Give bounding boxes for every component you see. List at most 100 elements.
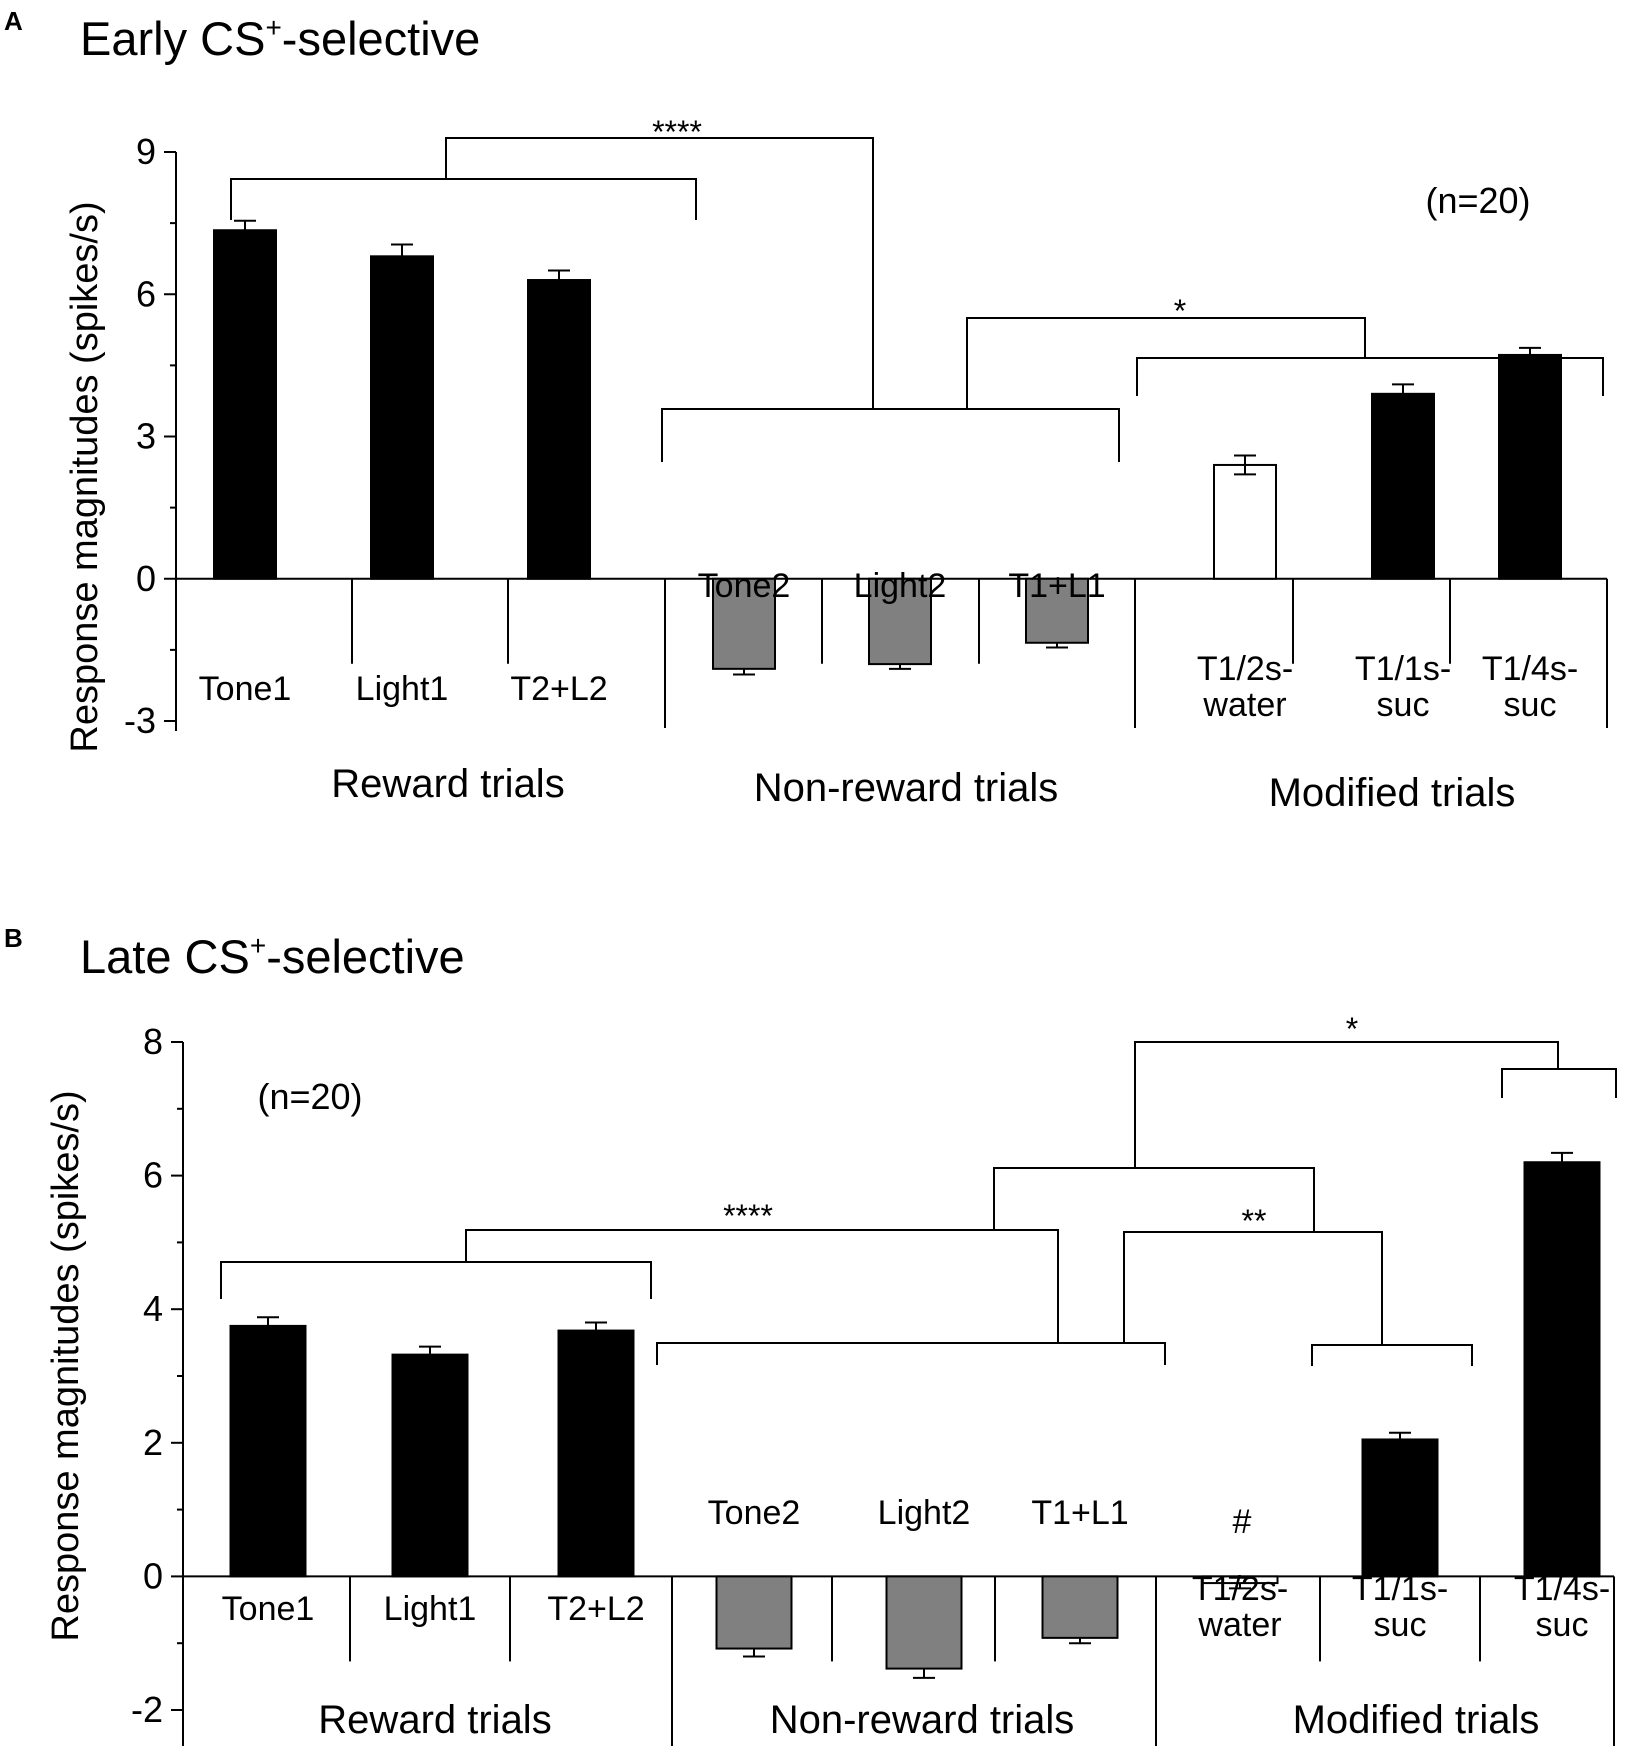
category-label-line: suc [1377, 686, 1430, 724]
panel-b-annotation-2star: ** [1242, 1203, 1267, 1239]
panel-b-group-nonreward: Non-reward trials [770, 1698, 1075, 1742]
bracket-a-top [445, 137, 874, 409]
panel-b-annotation-1star: * [1346, 1011, 1358, 1047]
category-label-t2-l2: T2+L2 [547, 1590, 644, 1628]
category-label-line: T1/1s- [1352, 1570, 1448, 1608]
category-label-line: Light1 [356, 670, 449, 708]
panel-b-annotation-hash: # [1233, 1503, 1252, 1541]
category-label-line: T2+L2 [547, 1590, 644, 1628]
category-label-t1-2s-water: T1/2s-water [1192, 1570, 1288, 1644]
bar-tone2 [715, 1575, 793, 1650]
panel-b-n-label: (n=20) [257, 1076, 362, 1117]
panel-b-group-reward: Reward trials [318, 1698, 551, 1742]
panel-b: B Late CS+-selective Response magnitudes… [4, 923, 1617, 1746]
panel-b-label: B [4, 923, 23, 953]
y-tick-label: 3 [136, 416, 156, 457]
panel-a-n-label: (n=20) [1425, 180, 1530, 221]
category-label-t1-l1: T1+L1 [1031, 1494, 1128, 1532]
panel-a-significance-brackets [230, 137, 1604, 462]
y-tick-label: 6 [143, 1155, 163, 1196]
panel-a-title: Early CS+-selective [80, 12, 480, 65]
panel-a-title-superscript: + [265, 12, 281, 43]
y-tick-label: 6 [136, 273, 156, 314]
bracket-b-mod-sucrose [1311, 1344, 1473, 1366]
category-label-line: T2+L2 [510, 670, 607, 708]
category-label-line: T1/2s- [1192, 1570, 1288, 1608]
y-tick-label: -2 [131, 1689, 163, 1730]
bar-light1 [370, 255, 434, 580]
bracket-a-star [966, 317, 1366, 409]
category-label-t1-1s-suc: T1/1s-suc [1355, 650, 1451, 724]
y-tick-label: 0 [143, 1555, 163, 1596]
category-label-light1: Light1 [384, 1590, 477, 1628]
bracket-b-nonreward [656, 1342, 1166, 1365]
category-label-light2: Light2 [878, 1494, 971, 1532]
bar-t2-l2 [527, 279, 591, 580]
panel-a-title-prefix: Early CS [80, 12, 265, 65]
category-label-t2-l2: T2+L2 [510, 670, 607, 708]
category-label-tone2: Tone2 [708, 1494, 801, 1532]
bracket-b-1star [1134, 1041, 1559, 1168]
panel-a-group-reward: Reward trials [331, 762, 564, 806]
panel-a-category-labels: Tone1 Light1 T2+L2 Tone2 Light2 T1+L1 T1/2s-wa… [199, 567, 1579, 724]
category-label-t1-l1: T1+L1 [1008, 567, 1105, 605]
category-label-line: T1+L1 [1008, 567, 1105, 605]
category-label-line: Tone2 [708, 1494, 801, 1532]
panel-b-category-labels: Tone1 Light1 T2+L2 Tone2 Light2 T1+L1 T1/2s-wa… [222, 1494, 1611, 1644]
category-label-line: Light2 [854, 567, 947, 605]
bar-tone1 [229, 1324, 307, 1578]
bar-light2 [868, 577, 932, 666]
category-label-line: Light1 [384, 1590, 477, 1628]
panel-a-group-modified: Modified trials [1269, 771, 1516, 815]
bracket-b-top [465, 1229, 1059, 1343]
panel-b-annotation-4star: **** [723, 1198, 773, 1234]
panel-b-y-axis-label: Response magnitudes (spikes/s) [45, 1090, 87, 1641]
category-label-line: Tone2 [698, 567, 791, 605]
category-label-t1-4s-suc: T1/4s-suc [1482, 650, 1578, 724]
bar-t1-4s-suc [1523, 1161, 1601, 1578]
category-label-line: water [1202, 686, 1286, 724]
category-label-t1-2s-water: T1/2s-water [1197, 650, 1293, 724]
panel-b-bars [229, 1151, 1601, 1679]
panel-a-y-axis-label: Response magnitudes (spikes/s) [64, 201, 106, 752]
category-label-line: T1+L1 [1031, 1494, 1128, 1532]
y-tick-label: 4 [143, 1288, 163, 1329]
panel-b-title-prefix: Late CS [80, 930, 250, 983]
category-label-tone1: Tone1 [222, 1590, 315, 1628]
y-tick-label: 2 [143, 1422, 163, 1463]
panel-b-title: Late CS+-selective [80, 930, 465, 983]
y-tick-label: 0 [136, 558, 156, 599]
panel-a: A Early CS+-selective Response magnitude… [4, 6, 1608, 815]
bracket-b-2star [1123, 1231, 1383, 1345]
category-label-line: T1/1s- [1355, 650, 1451, 688]
bracket-a-modified-sucrose [1136, 357, 1604, 396]
category-label-line: T1/4s- [1482, 650, 1578, 688]
panel-a-title-suffix: -selective [282, 12, 481, 65]
bar-t1-4s-suc [1498, 353, 1562, 580]
panel-a-label: A [4, 6, 23, 36]
category-label-light2: Light2 [854, 567, 947, 605]
panel-a-annotation-1star: * [1174, 293, 1186, 329]
category-label-line: Tone1 [199, 670, 292, 708]
bar-tone1 [213, 229, 277, 580]
bar-t1-1s-suc [1371, 392, 1435, 580]
bracket-a-reward [230, 178, 697, 220]
panel-b-title-suffix: -selective [266, 930, 465, 983]
category-label-tone1: Tone1 [199, 670, 292, 708]
category-label-line: water [1197, 1606, 1281, 1644]
panel-a-group-nonreward: Non-reward trials [754, 766, 1059, 810]
bracket-b-4s [1501, 1068, 1617, 1098]
category-label-line: suc [1536, 1606, 1589, 1644]
panel-b-group-modified: Modified trials [1293, 1698, 1540, 1742]
bracket-a-nonreward [661, 408, 1120, 462]
category-label-line: Tone1 [222, 1590, 315, 1628]
panel-b-title-superscript: + [250, 930, 266, 961]
category-label-line: T1/2s- [1197, 650, 1293, 688]
category-label-line: suc [1504, 686, 1557, 724]
category-label-line: T1/4s- [1514, 1570, 1610, 1608]
bar-t1-l1 [1041, 1575, 1119, 1639]
bar-t1-2s-water [1213, 463, 1277, 580]
category-label-t1-4s-suc: T1/4s-suc [1514, 1570, 1610, 1644]
category-label-line: suc [1374, 1606, 1427, 1644]
